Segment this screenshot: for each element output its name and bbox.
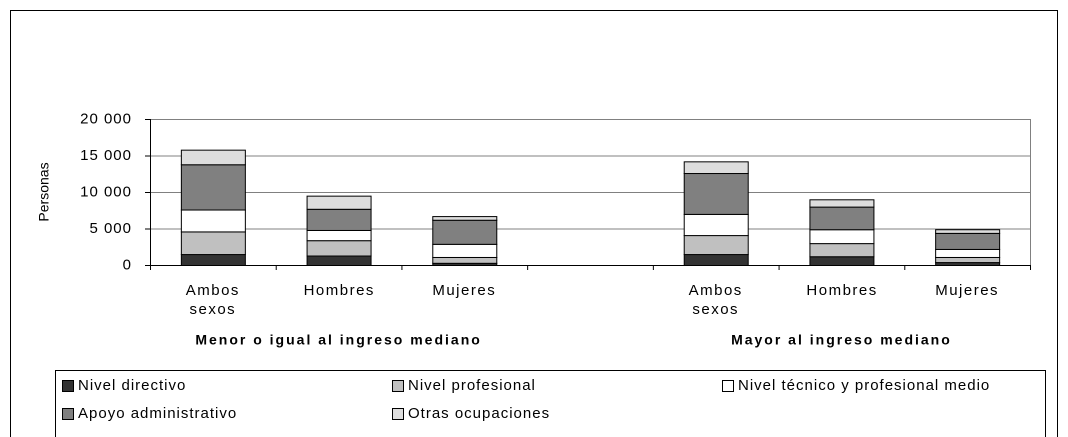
chart-frame xyxy=(10,10,1058,437)
bar-segment xyxy=(180,209,246,233)
legend-box xyxy=(55,370,1046,437)
y-axis-label: Personas xyxy=(36,162,52,221)
bar-segment xyxy=(306,195,372,210)
x-tick-label: Hombres xyxy=(806,282,878,299)
bar-segment xyxy=(432,243,498,258)
x-tick-label: Mujeres xyxy=(432,282,497,299)
bar-segment xyxy=(306,240,372,257)
x-tick-label: Hombres xyxy=(303,282,375,299)
y-tick-label: 5 000 xyxy=(89,220,132,237)
bar-segment xyxy=(306,255,372,267)
bar-segment xyxy=(180,149,246,166)
legend-label: Otras ocupaciones xyxy=(408,405,550,422)
bar-segment xyxy=(683,235,749,256)
bar-segment xyxy=(683,173,749,215)
legend-swatch xyxy=(392,380,404,392)
bar-segment xyxy=(935,229,1001,234)
bar-segment xyxy=(432,216,498,221)
bar-segment xyxy=(809,256,875,266)
bar-segment xyxy=(180,164,246,211)
bar-segment xyxy=(683,213,749,237)
bar-segment xyxy=(683,254,749,267)
bar-segment xyxy=(180,231,246,256)
bar-segment xyxy=(935,256,1001,264)
bar-segment xyxy=(432,256,498,264)
legend-label: Apoyo administrativo xyxy=(78,405,237,422)
y-tick-label: 0 xyxy=(123,256,132,273)
legend-swatch xyxy=(722,380,734,392)
legend-label: Nivel profesional xyxy=(408,377,536,394)
y-tick-label: 10 000 xyxy=(80,183,132,200)
bar-segment xyxy=(306,229,372,242)
x-tick-label: Ambos sexos xyxy=(185,282,240,318)
legend-swatch xyxy=(62,408,74,420)
x-tick-label: Mujeres xyxy=(935,282,1000,299)
y-tick-label: 15 000 xyxy=(80,147,132,164)
bar-segment xyxy=(809,206,875,231)
bar-segment xyxy=(180,254,246,267)
bar-segment xyxy=(683,161,749,175)
legend-label: Nivel directivo xyxy=(78,377,186,394)
legend-swatch xyxy=(62,380,74,392)
bar-segment xyxy=(809,199,875,208)
x-tick-label: Ambos sexos xyxy=(688,282,743,318)
bar-segment xyxy=(809,229,875,245)
bar-segment xyxy=(306,208,372,231)
group-label: Menor o igual al ingreso mediano xyxy=(195,332,481,348)
legend-swatch xyxy=(392,408,404,420)
y-tick-label: 20 000 xyxy=(80,110,132,127)
bar-segment xyxy=(809,243,875,258)
bar-segment xyxy=(935,232,1001,250)
bar-segment xyxy=(935,248,1001,258)
legend-label: Nivel técnico y profesional medio xyxy=(738,377,990,394)
bar-segment xyxy=(432,219,498,245)
group-label: Mayor al ingreso mediano xyxy=(731,332,952,348)
